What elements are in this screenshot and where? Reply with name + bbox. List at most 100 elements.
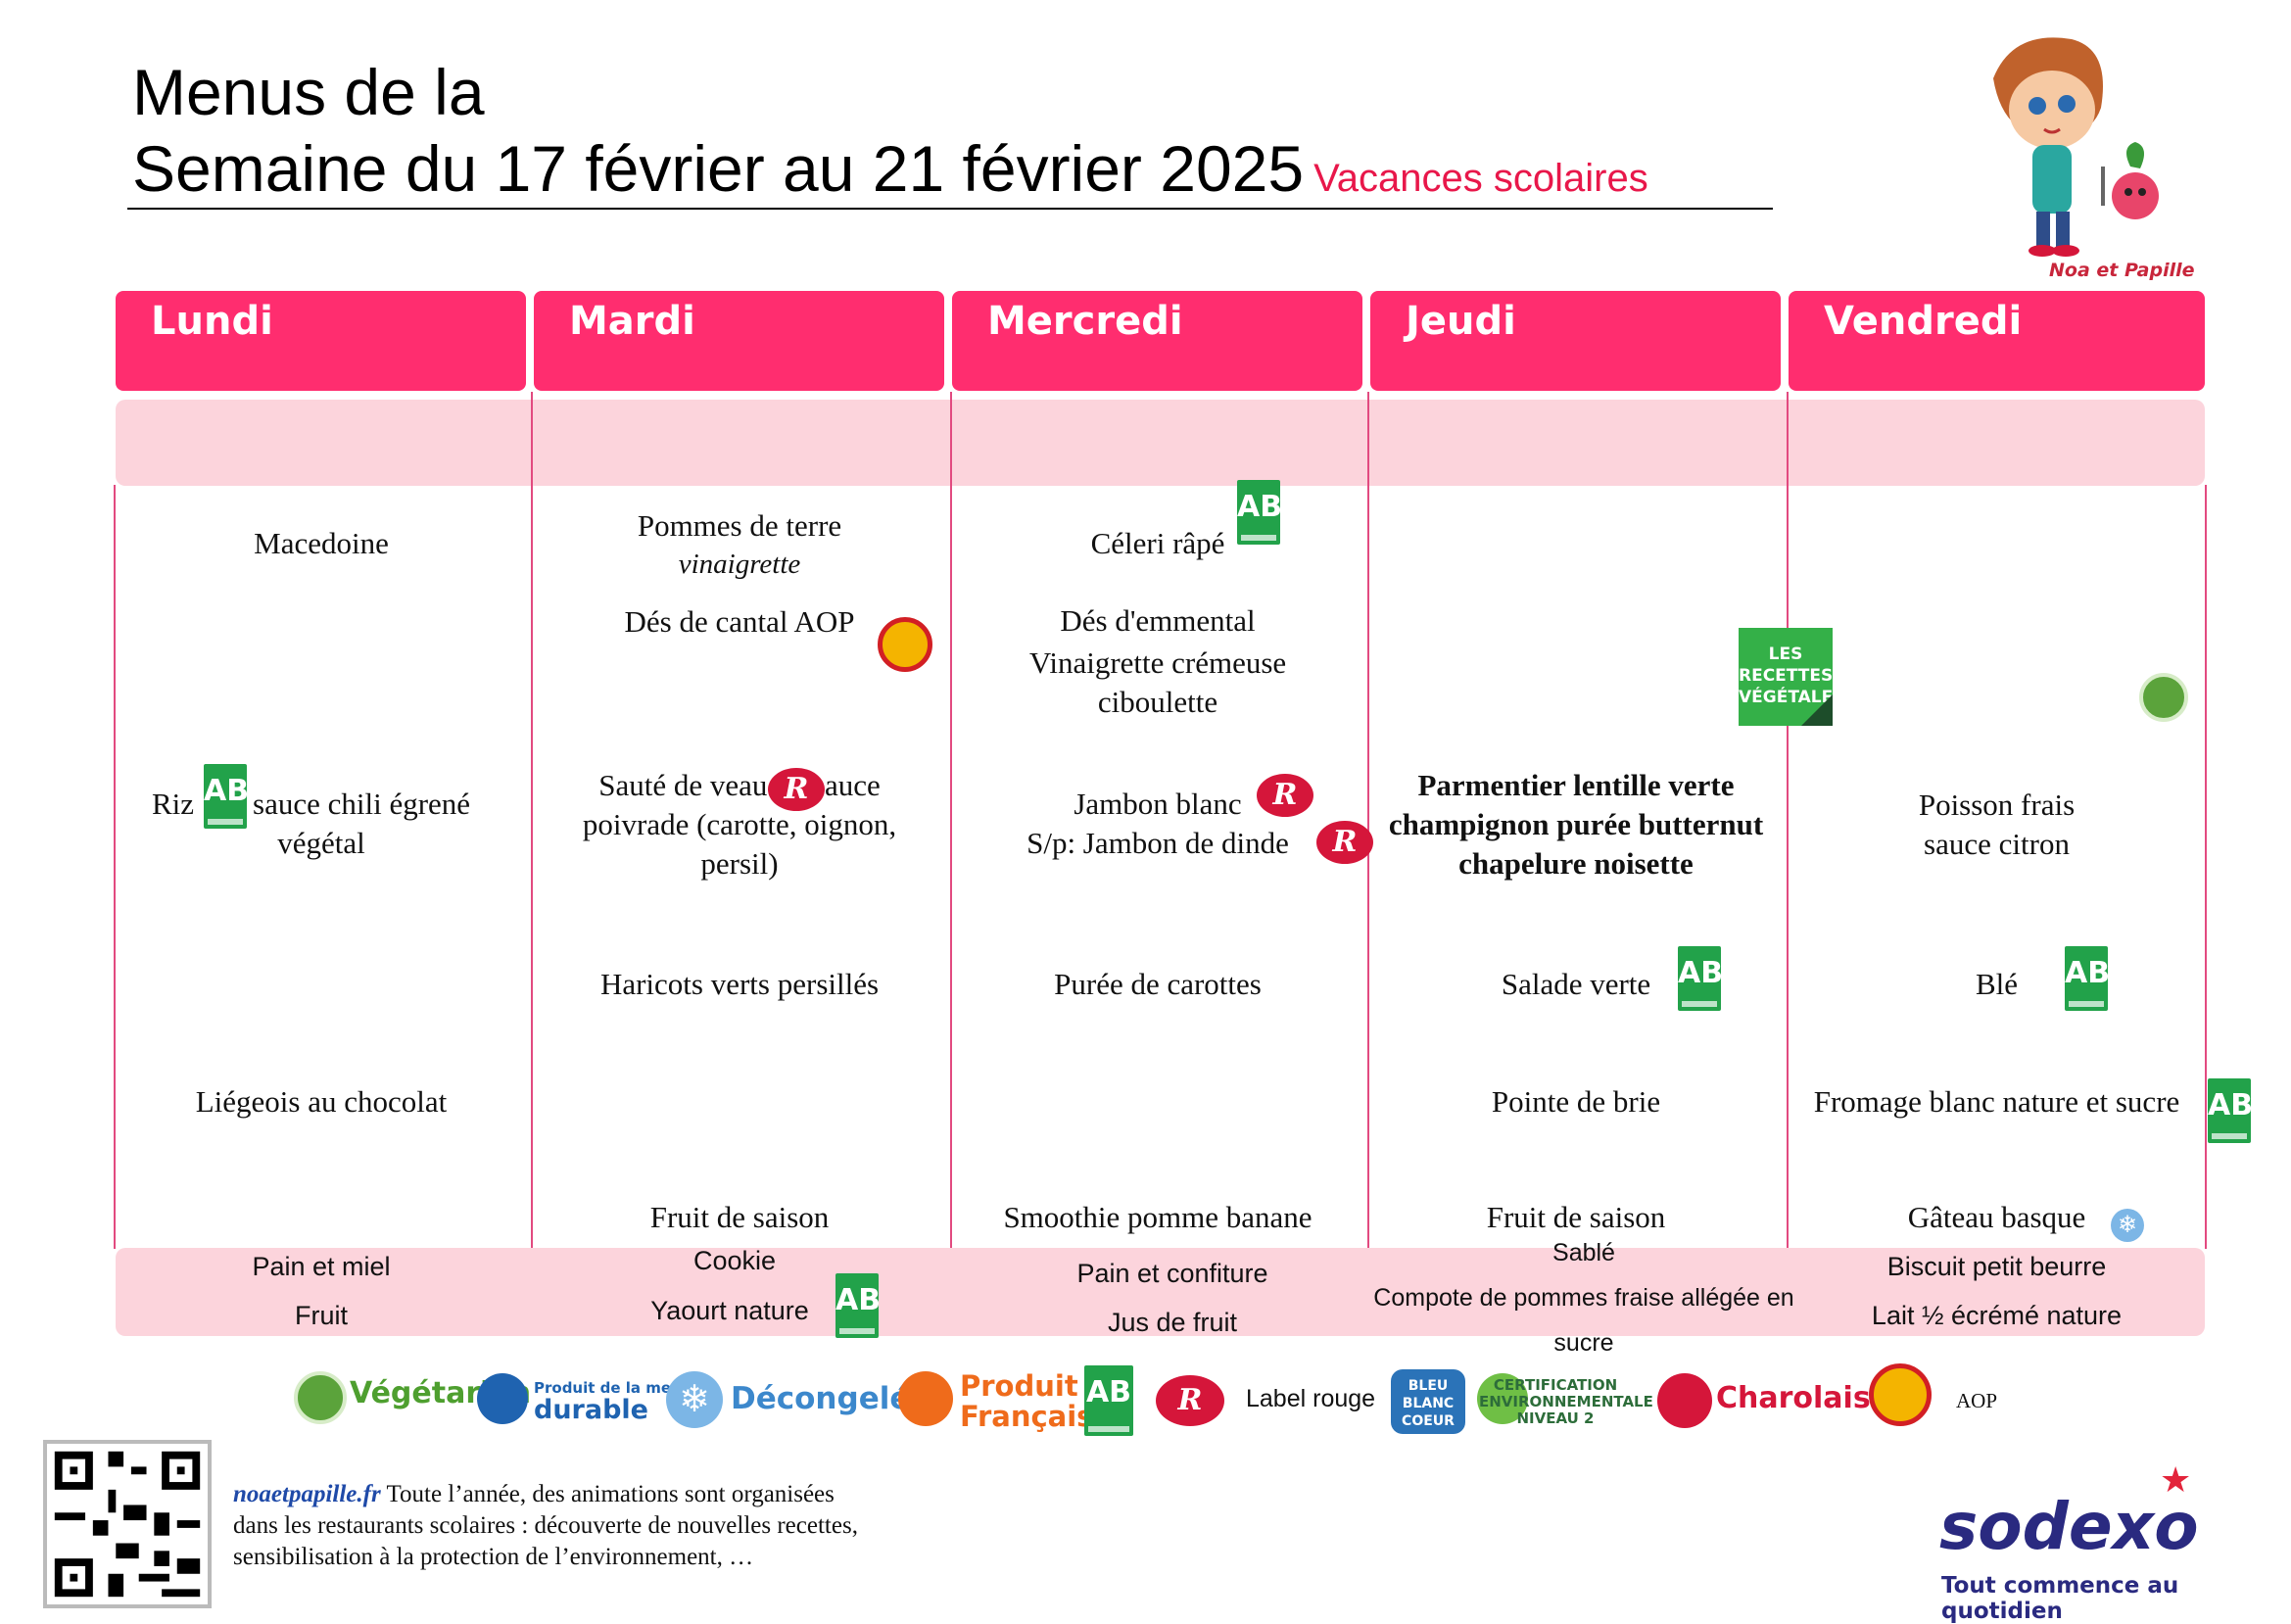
title-week: Semaine du 17 février au 21 février 2025 (132, 132, 1305, 205)
title-line-2: Semaine du 17 février au 21 février 2025… (132, 130, 1648, 216)
vegetarien-icon (2139, 673, 2188, 722)
top-band (116, 400, 2205, 486)
sodexo-logo: sodexo (1939, 1489, 2199, 1564)
legend-mer-durable-line2: durable (534, 1395, 648, 1425)
lundi-plat-2: sauce chili égrené (253, 787, 471, 821)
mardi-accompagnement: Haricots verts persillés (599, 967, 880, 1001)
vendredi-accompagnement: Blé (1975, 967, 2019, 1001)
day-header-lundi: Lundi (116, 291, 526, 391)
label-rouge-icon: R (1316, 821, 1373, 864)
sodexo-star-icon: ★ (2160, 1459, 2192, 1500)
column-line (2205, 485, 2207, 1249)
day-header-vendredi: Vendredi (1789, 291, 2205, 391)
jeudi-plat-2: champignon purée butternut (1388, 807, 1764, 841)
jeudi-accompagnement: Salade verte (1501, 967, 1651, 1001)
mercredi-plat-1: Jambon blanc (1074, 787, 1242, 821)
legend-decongele: Décongelé (731, 1381, 911, 1416)
legend-certification-line1: CERTIFICATION (1493, 1376, 1618, 1394)
jeudi-plat-1: Parmentier lentille verte (1417, 768, 1735, 802)
mardi-plat-2: poivrade (carotte, oignon, (582, 807, 897, 841)
title-rule (127, 208, 1773, 210)
jeudi-fromage: Pointe de brie (1491, 1084, 1661, 1119)
legend-label-rouge-icon: R (1156, 1375, 1224, 1426)
column-line (531, 392, 533, 1332)
page-title: Menus de la Semaine du 17 février au 21 … (132, 54, 1648, 216)
mercredi-plat-2: S/p: Jambon de dinde (1026, 826, 1289, 860)
aop-icon (878, 617, 932, 672)
column-line (950, 392, 952, 1332)
lundi-gouter-2: Fruit (295, 1301, 348, 1330)
mascot-name: Noa et Papille (2049, 260, 2195, 281)
legend-produit-francais-line2: Français (960, 1400, 1094, 1433)
ab-bio-icon: AB (1237, 480, 1282, 545)
mercredi-gouter-1: Pain et confiture (1076, 1259, 1268, 1288)
legend-charolais-icon (1657, 1373, 1712, 1428)
legend-mer-durable-line1: Produit de la mer (534, 1379, 679, 1397)
snowflake-icon: ❄ (2111, 1209, 2144, 1242)
ab-bio-icon: AB (204, 764, 249, 829)
jeudi-gouter-3: sucre (1553, 1329, 1614, 1357)
legend-certification-line3: NIVEAU 2 (1516, 1409, 1595, 1427)
footer-line-2: dans les restaurants scolaires : découve… (233, 1512, 858, 1539)
mercredi-entree: Céleri râpé (1090, 526, 1225, 560)
lundi-gouter-1: Pain et miel (252, 1252, 391, 1281)
legend-bleu-blanc-coeur: BLEU BLANC COEUR (1391, 1369, 1465, 1434)
mardi-entree: Pommes de terre (637, 508, 842, 543)
footer-text: noaetpapille.fr Toute l’année, des anima… (233, 1479, 948, 1573)
legend-label-rouge: Label rouge (1246, 1385, 1376, 1412)
vendredi-plat-2: sauce citron (1924, 827, 2070, 861)
jeudi-plat-3: chapelure noisette (1458, 846, 1694, 881)
legend-vegetarien-icon (294, 1371, 347, 1424)
mercredi-gouter-2: Jus de fruit (1107, 1308, 1238, 1337)
recettes-vegetales-badge: LES RECETTES VÉGÉTALES (1739, 628, 1844, 726)
mercredi-fromage-3: ciboulette (1097, 685, 1218, 719)
mardi-dessert: Fruit de saison (649, 1200, 830, 1234)
lundi-plat-3: végétal (277, 826, 365, 860)
ab-bio-icon: AB (835, 1273, 881, 1338)
legend-charolais: Charolais (1716, 1381, 1871, 1415)
legend-produit-francais: Produit Français (960, 1371, 1093, 1432)
footer-line-3: sensibilisation à la protection de l’env… (233, 1544, 754, 1570)
jeudi-dessert: Fruit de saison (1486, 1200, 1666, 1234)
mardi-entree-sauce: vinaigrette (678, 549, 801, 580)
day-header-mercredi: Mercredi (952, 291, 1362, 391)
mardi-plat-3: persil) (700, 846, 779, 881)
lundi-entree: Macedoine (254, 526, 389, 560)
legend-mer-durable-icon (477, 1373, 528, 1424)
legend-certification-line2: ENVIRONNEMENTALE (1479, 1393, 1653, 1410)
label-rouge-icon: R (768, 768, 825, 811)
column-line (114, 485, 116, 1249)
mercredi-accompagnement: Purée de carottes (1054, 967, 1262, 1001)
day-header-mardi: Mardi (534, 291, 944, 391)
mercredi-dessert: Smoothie pomme banane (1003, 1200, 1313, 1234)
vendredi-gouter-1: Biscuit petit beurre (1886, 1252, 2107, 1281)
ab-bio-icon: AB (2208, 1078, 2253, 1143)
vendredi-dessert: Gâteau basque (1907, 1200, 2086, 1234)
vendredi-plat-1: Poisson frais (1918, 788, 2076, 822)
day-header-jeudi: Jeudi (1370, 291, 1781, 391)
mercredi-fromage-1: Dés d'emmental (1060, 603, 1256, 638)
mardi-gouter-1: Cookie (692, 1246, 777, 1275)
mascot-illustration (1993, 37, 2159, 257)
bottom-band (116, 1248, 2205, 1336)
footer-text-1: Toute l’année, des animations sont organ… (380, 1481, 835, 1507)
qr-code[interactable] (43, 1440, 212, 1608)
holiday-note: Vacances scolaires (1313, 157, 1648, 200)
legend-certification: CERTIFICATION ENVIRONNEMENTALE NIVEAU 2 (1479, 1376, 1653, 1427)
mercredi-fromage-2: Vinaigrette crémeuse (1028, 645, 1287, 680)
vendredi-gouter-2: Lait ½ écrémé nature (1871, 1301, 2123, 1330)
lundi-plat-1: Riz (152, 787, 195, 821)
site-link[interactable]: noaetpapille.fr (233, 1481, 381, 1507)
ab-bio-icon: AB (2065, 946, 2110, 1011)
title-line-1: Menus de la (132, 56, 485, 128)
mardi-plat-1: Sauté de veau sauce (598, 768, 881, 802)
jeudi-gouter-1: Sablé (1552, 1239, 1615, 1266)
footer-line-1: noaetpapille.fr Toute l’année, des anima… (233, 1479, 948, 1510)
ab-bio-icon: AB (1678, 946, 1723, 1011)
legend-produit-francais-line1: Produit (960, 1369, 1078, 1403)
mardi-fromage: Dés de cantal AOP (624, 604, 855, 639)
legend-decongele-icon: ❄ (666, 1371, 723, 1428)
column-line (1787, 392, 1789, 1332)
legend-produit-francais-icon (898, 1371, 953, 1426)
mardi-gouter-2: Yaourt nature (650, 1296, 809, 1325)
